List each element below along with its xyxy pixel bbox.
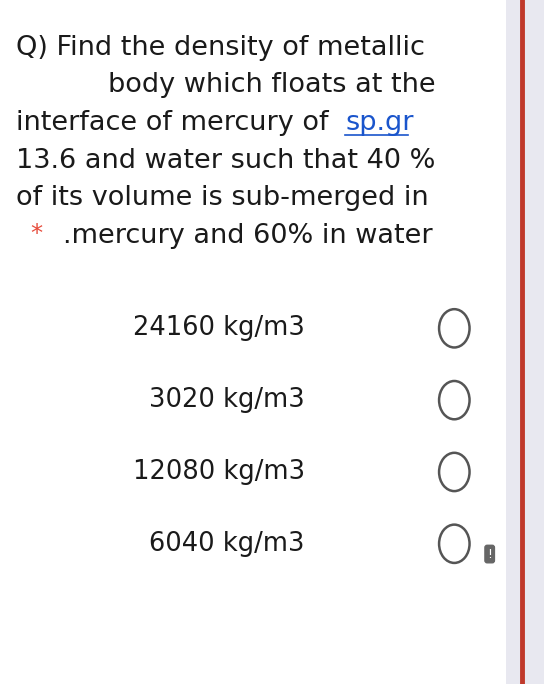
Text: 6040 kg/m3: 6040 kg/m3 [149, 531, 305, 557]
Text: 13.6 and water such that 40 %: 13.6 and water such that 40 % [16, 148, 436, 174]
Text: sp.gr: sp.gr [345, 110, 414, 136]
Text: !: ! [487, 547, 492, 561]
Text: 24160 kg/m3: 24160 kg/m3 [133, 315, 305, 341]
Text: Q) Find the density of metallic: Q) Find the density of metallic [16, 35, 425, 61]
Text: interface of mercury of: interface of mercury of [16, 110, 338, 136]
Text: body which floats at the: body which floats at the [108, 73, 436, 98]
Text: *: * [30, 222, 42, 246]
FancyBboxPatch shape [506, 0, 544, 684]
Text: .mercury and 60% in water: .mercury and 60% in water [63, 223, 432, 249]
Text: 12080 kg/m3: 12080 kg/m3 [133, 459, 305, 485]
Text: of its volume is sub-merged in: of its volume is sub-merged in [16, 185, 429, 211]
Text: 3020 kg/m3: 3020 kg/m3 [149, 387, 305, 413]
